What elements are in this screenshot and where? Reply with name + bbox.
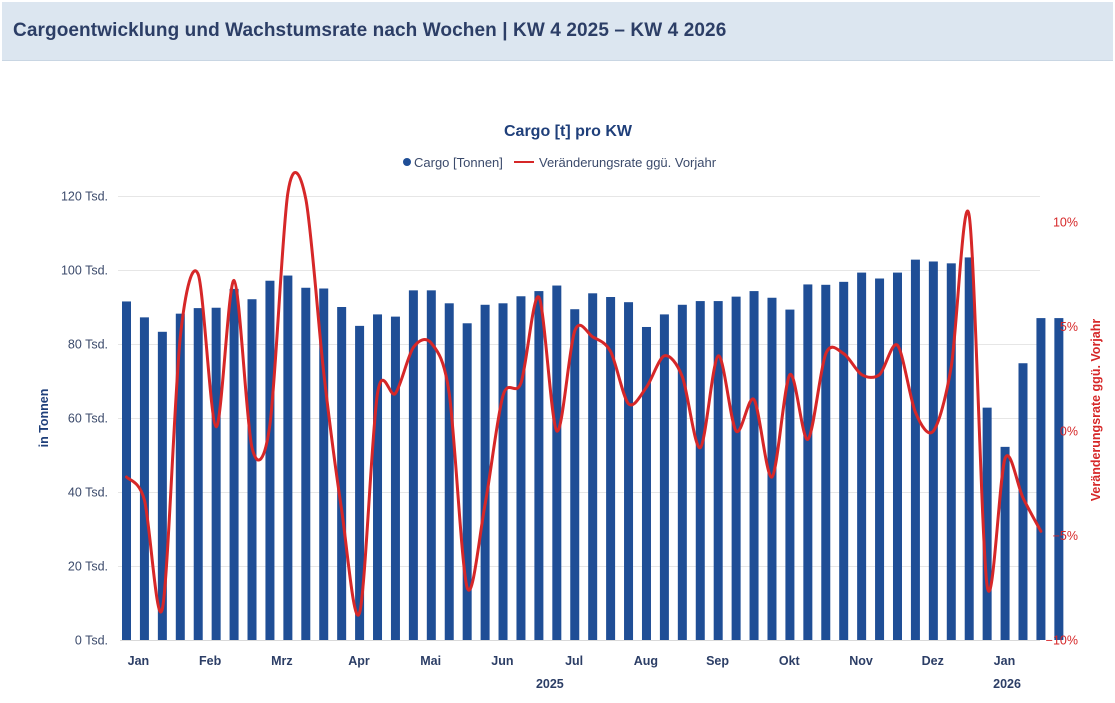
cargo-bar (390, 316, 400, 640)
cargo-bars (122, 257, 1064, 640)
y-right-axis-title: Veränderungsrate ggü. Vorjahr (1089, 319, 1103, 502)
cargo-bar (839, 281, 849, 640)
cargo-bar (355, 325, 365, 640)
y-right-tick-label: 5% (1060, 320, 1078, 334)
y-left-tick-label: 120 Tsd. (61, 190, 108, 204)
cargo-bar (857, 272, 867, 640)
growth-rate-line (125, 171, 1043, 617)
x-month-label: Aug (634, 654, 658, 668)
legend: Cargo [Tonnen] Veränderungsrate ggü. Vor… (403, 155, 717, 170)
cargo-bar (283, 275, 293, 640)
x-month-label: Feb (199, 654, 222, 668)
cargo-bar (946, 263, 956, 640)
cargo-bar (516, 296, 526, 640)
cargo-bar (713, 301, 723, 640)
y-right-tick-label: 10% (1053, 216, 1078, 230)
cargo-bar (677, 304, 687, 640)
page-title: Cargoentwicklung und Wachstumsrate nach … (13, 20, 727, 41)
cargo-bar (695, 301, 705, 640)
x-month-label: Nov (849, 654, 873, 668)
cargo-bar (247, 299, 257, 640)
y-left-tick-label: 0 Tsd. (75, 634, 108, 648)
x-month-label: Sep (706, 654, 729, 668)
cargo-bar (982, 407, 992, 640)
x-month-label: Okt (779, 654, 801, 668)
cargo-bar (498, 303, 508, 640)
cargo-bar (319, 288, 329, 640)
x-month-label: Mrz (271, 654, 293, 668)
cargo-bar (139, 317, 149, 640)
x-month-label: Jan (994, 654, 1016, 668)
cargo-bar (462, 323, 472, 640)
y-left-tick-label: 60 Tsd. (68, 412, 108, 426)
cargo-bar (157, 331, 167, 640)
y-right-tick-label: 0% (1060, 425, 1078, 439)
x-month-label: Dez (922, 654, 944, 668)
cargo-bar (408, 290, 418, 640)
cargo-bar (534, 291, 544, 640)
cargo-bar (910, 259, 920, 640)
y-left-axis-title: in Tonnen (37, 389, 51, 448)
y-left-tick-label: 20 Tsd. (68, 560, 108, 574)
x-month-label: Jan (128, 654, 150, 668)
y-left-ticks: 0 Tsd. 20 Tsd. 40 Tsd. 60 Tsd. 80 Tsd. 100 Ts… (61, 190, 108, 648)
cargo-bar (265, 280, 275, 640)
x-year-label: 2025 (536, 677, 564, 691)
cargo-bar (767, 297, 777, 640)
cargo-bar (444, 303, 454, 640)
cargo-bar (229, 288, 239, 640)
x-month-label: Jun (491, 654, 513, 668)
chart-title: Cargo [t] pro KW (504, 123, 633, 140)
cargo-bar (641, 326, 651, 640)
page-header: Cargoentwicklung und Wachstumsrate nach … (2, 2, 1113, 61)
y-right-ticks: −10% −5% 0% 5% 10% (1046, 216, 1078, 648)
cargo-bar (480, 304, 490, 640)
cargo-bar (373, 314, 383, 640)
cargo-bar (964, 257, 974, 640)
cargo-bar (821, 284, 831, 640)
x-month-label: Jul (565, 654, 583, 668)
cargo-bar (624, 302, 634, 640)
growth-rate-path (125, 171, 1043, 617)
cargo-bar (301, 287, 311, 640)
cargo-bar (1054, 318, 1064, 640)
cargo-bar (552, 285, 562, 640)
legend-line-label: Veränderungsrate ggü. Vorjahr (539, 155, 717, 170)
cargo-bar (731, 296, 741, 640)
cargo-bar (122, 301, 131, 640)
y-right-tick-label: −10% (1046, 634, 1078, 648)
x-year-label: 2026 (993, 677, 1021, 691)
cargo-bar (606, 297, 616, 640)
cargo-bar (211, 307, 221, 640)
cargo-bar (892, 272, 902, 640)
cargo-bar (785, 309, 795, 640)
legend-bar-label: Cargo [Tonnen] (414, 155, 503, 170)
y-left-tick-label: 80 Tsd. (68, 338, 108, 352)
y-left-tick-label: 40 Tsd. (68, 486, 108, 500)
x-month-label: Mai (420, 654, 441, 668)
cargo-bar (337, 307, 347, 640)
cargo-bar (175, 313, 185, 640)
cargo-bar (1018, 363, 1028, 640)
cargo-bar (803, 284, 813, 640)
cargo-bar (875, 278, 885, 640)
cargo-bar (1000, 446, 1010, 640)
cargo-bar (426, 290, 436, 640)
cargo-bar (749, 291, 759, 640)
cargo-bar (193, 308, 203, 640)
cargo-bar (928, 261, 938, 640)
cargo-bar (1036, 318, 1046, 640)
x-month-label: Apr (348, 654, 370, 668)
y-left-tick-label: 100 Tsd. (61, 264, 108, 278)
y-right-tick-label: −5% (1053, 529, 1078, 543)
cargo-bar (570, 309, 580, 640)
x-ticks: Jan Feb Mrz Apr Mai Jun Jul Aug Sep Okt Nov Dez Jan 2… (128, 654, 1021, 691)
cargo-bar (588, 293, 598, 640)
legend-bar-marker (403, 158, 411, 166)
cargo-bar (659, 314, 669, 640)
